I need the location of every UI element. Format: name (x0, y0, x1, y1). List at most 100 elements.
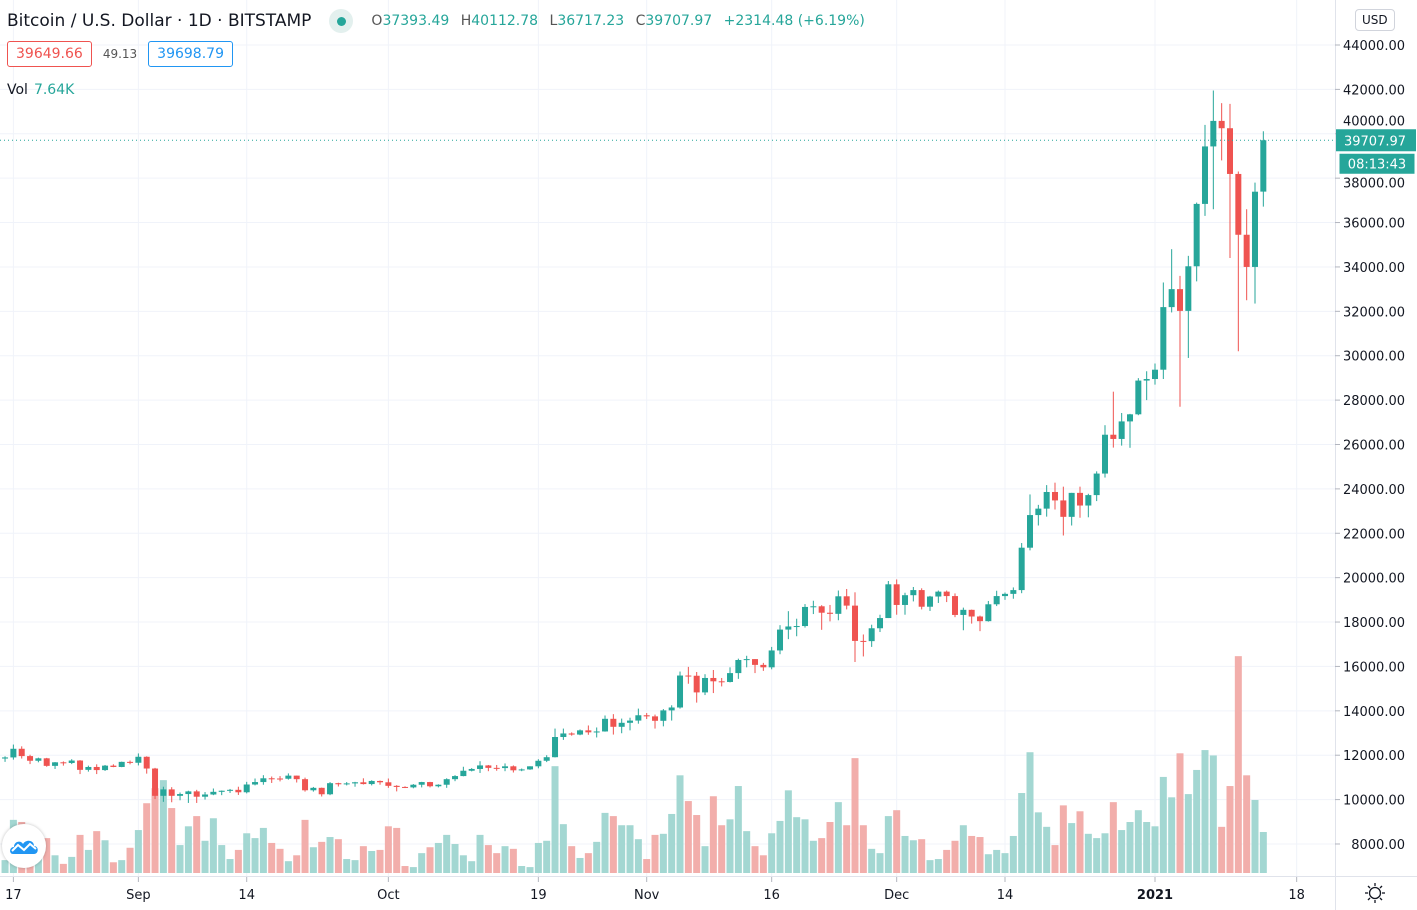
candle-body (543, 757, 550, 761)
volume-bar (1, 860, 9, 873)
candle-body (735, 659, 742, 674)
candle (668, 705, 675, 721)
candle (593, 727, 600, 738)
volume-bar (651, 834, 659, 873)
price-tick-label: 16000.00 (1343, 660, 1405, 675)
candle-body (185, 791, 192, 795)
candle-body (918, 590, 925, 607)
candle (527, 766, 534, 770)
candle-body (252, 782, 259, 785)
candle (1185, 255, 1192, 358)
volume-bar (818, 838, 826, 873)
candle (643, 713, 650, 720)
candle (535, 759, 542, 769)
candle-body (227, 789, 234, 791)
symbol-title[interactable]: Bitcoin / U.S. Dollar · 1D · BITSTAMP (7, 11, 312, 31)
candle-body (1035, 508, 1042, 516)
candle (343, 782, 350, 786)
candle-body (893, 584, 900, 605)
volume-bar (1009, 835, 1017, 873)
candle (327, 782, 334, 796)
volume-bar (826, 822, 834, 873)
candle (27, 754, 34, 765)
candle-body (277, 778, 284, 780)
ohlc-values: O37393.49 H40112.78 L36717.23 C39707.97 … (371, 13, 864, 29)
volume-bar (176, 845, 184, 873)
candle (1226, 103, 1233, 259)
candle (393, 785, 400, 792)
volume-bar (368, 850, 376, 873)
candle-body (335, 783, 342, 785)
volume-bar (751, 846, 759, 873)
candle (1110, 391, 1117, 448)
volume-bar (476, 834, 484, 873)
volume-bar (701, 846, 709, 873)
volume-bar (576, 857, 584, 873)
volume-bar (434, 842, 442, 873)
candle-body (1143, 379, 1150, 381)
high-value: 40112.78 (471, 13, 539, 29)
volume-bar (776, 820, 784, 873)
volume-bar (1084, 833, 1092, 873)
candle (1010, 587, 1017, 599)
sell-button[interactable]: 39649.66 (7, 41, 92, 67)
candle (693, 671, 700, 703)
candle-body (868, 628, 875, 642)
volume-bar (484, 845, 492, 873)
candle-body (793, 626, 800, 628)
time-tick-label: 2021 (1137, 888, 1173, 903)
price-tick-label: 12000.00 (1343, 749, 1405, 764)
volume-bar (693, 815, 701, 873)
volume-bar (668, 813, 676, 873)
candle (227, 788, 234, 793)
candle-body (1093, 473, 1100, 496)
volume-label[interactable]: Vol (7, 82, 28, 98)
volume-bar (593, 841, 601, 873)
volume-bar (601, 812, 609, 873)
candle-body (235, 789, 242, 793)
volume-legend: Vol 7.64K (7, 82, 74, 98)
volume-bar (1159, 776, 1167, 873)
volume-bar (143, 803, 151, 873)
candle-body (135, 756, 142, 763)
candle (985, 600, 992, 622)
time-tick-label: Oct (377, 888, 399, 903)
candle (968, 609, 975, 624)
candle (785, 611, 792, 640)
candle-body (418, 782, 425, 785)
candle (310, 786, 317, 792)
price-axis[interactable]: 44000.00 42000.00 40000.00 38000.00 36000.00… (1335, 39, 1405, 853)
candle-body (1251, 191, 1258, 267)
candle-body (1052, 491, 1059, 501)
currency-button[interactable]: USD (1355, 9, 1395, 31)
candle (1193, 202, 1200, 282)
candle (502, 763, 509, 772)
candle (1243, 209, 1250, 301)
volume-bar (1168, 797, 1176, 873)
candle (577, 729, 584, 736)
candle-body (443, 779, 450, 785)
volume-bar (201, 840, 209, 873)
volume-bar (1034, 812, 1042, 873)
volume-bar (126, 847, 134, 873)
time-axis[interactable]: 17 Sep 14 Oct 19 Nov 16 Dec 14 2021 18 (5, 877, 1305, 903)
candle (377, 780, 384, 785)
buy-button[interactable]: 39698.79 (148, 41, 233, 67)
candle (852, 592, 859, 662)
candle-body (752, 659, 759, 665)
candle (1002, 592, 1009, 600)
volume-bar (659, 833, 667, 873)
tradingview-cloud-icon[interactable] (2, 824, 46, 868)
candle-body (677, 675, 684, 708)
candle (385, 778, 392, 788)
candle (927, 595, 934, 611)
candle-body (27, 756, 34, 761)
candle-body (410, 784, 417, 788)
volume-bar (943, 849, 951, 873)
chart-legend: Bitcoin / U.S. Dollar · 1D · BITSTAMP O3… (7, 9, 865, 33)
sun-gear-icon[interactable] (1364, 882, 1386, 904)
candle (1135, 378, 1142, 416)
candle-body (85, 766, 92, 770)
volume-bars (1, 656, 1267, 873)
